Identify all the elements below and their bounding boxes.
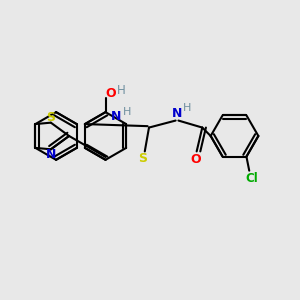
Text: N: N bbox=[172, 107, 182, 120]
Text: Cl: Cl bbox=[246, 172, 258, 185]
Text: H: H bbox=[117, 84, 125, 97]
Text: S: S bbox=[46, 111, 55, 124]
Text: S: S bbox=[138, 152, 147, 165]
Text: N: N bbox=[111, 110, 122, 123]
Text: O: O bbox=[190, 153, 201, 166]
Text: H: H bbox=[183, 103, 191, 113]
Text: N: N bbox=[46, 148, 56, 161]
Text: H: H bbox=[123, 107, 131, 117]
Text: O: O bbox=[105, 87, 116, 101]
